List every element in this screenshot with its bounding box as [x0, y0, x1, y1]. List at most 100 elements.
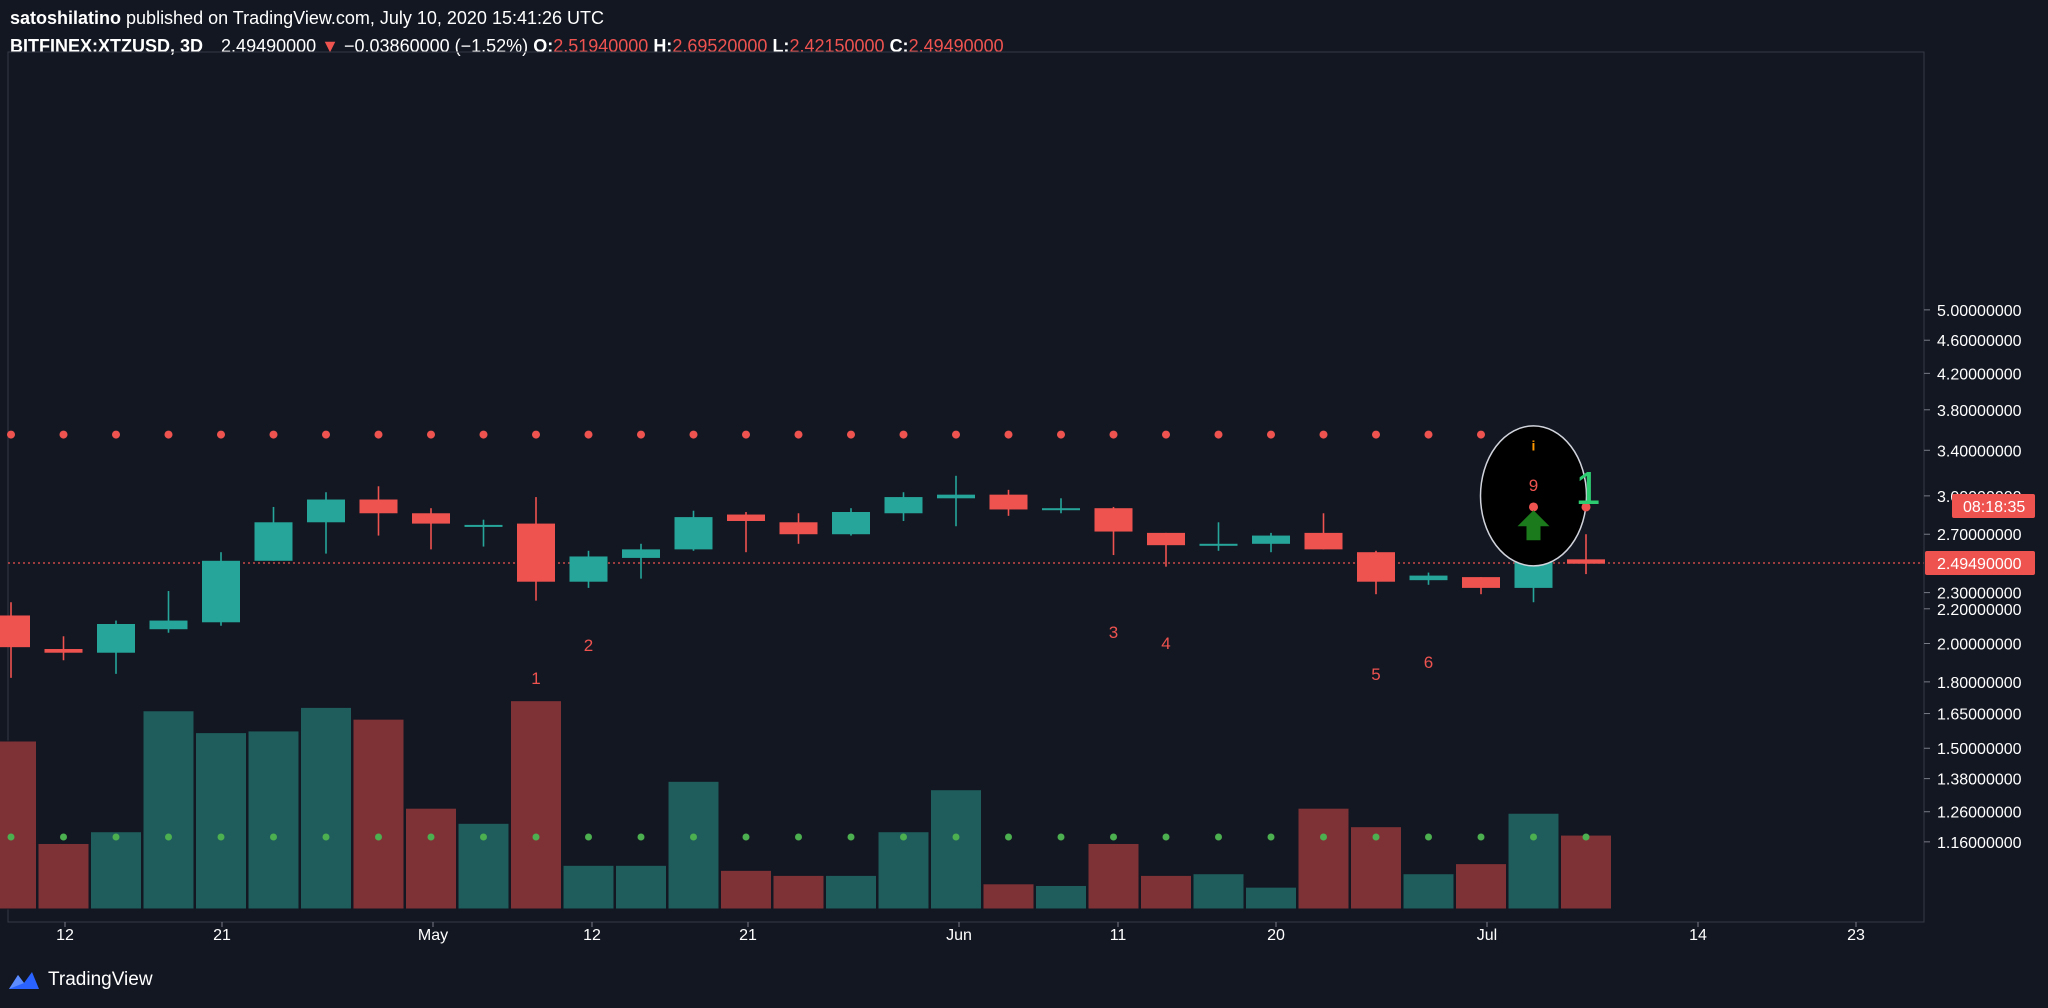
price-change: −0.03860000 (−1.52%)	[344, 36, 529, 56]
volume-signal-dot	[165, 833, 172, 841]
ohlc-line: BITFINEX:XTZUSD, 3D 2.49490000 ▼ −0.0386…	[10, 32, 2040, 60]
resistance-dot	[899, 430, 908, 439]
open-label: O:	[533, 36, 554, 56]
resistance-dot	[1004, 430, 1013, 439]
volume-signal-dot	[1162, 833, 1170, 841]
volume-bar	[195, 732, 247, 910]
volume-signal-dot	[7, 833, 15, 841]
candle-body-down	[1462, 577, 1500, 588]
candle-body-down	[1357, 552, 1395, 582]
volume-signal-dot	[1477, 833, 1485, 841]
volume-bar	[1507, 812, 1560, 910]
volume-bar	[615, 864, 667, 910]
volume-signal-dot	[112, 833, 120, 841]
volume-bar	[1245, 886, 1297, 910]
candle-body-up	[622, 549, 660, 558]
volume-signal-dot	[1320, 833, 1327, 841]
resistance-dot	[164, 430, 173, 439]
open-value: 2.51940000	[553, 36, 649, 56]
td-count-label: 3	[1109, 623, 1118, 642]
volume-signal-dot	[1267, 833, 1275, 841]
volume-signal-dot	[375, 833, 382, 841]
price-tick-label: 4.20000000	[1937, 366, 2022, 383]
resistance-dot	[479, 430, 488, 439]
countdown-badge	[1952, 494, 2035, 518]
high-label: H:	[653, 36, 673, 56]
volume-bar	[300, 706, 352, 910]
price-tick-label: 2.70000000	[1937, 527, 2022, 544]
volume-bar	[825, 874, 877, 910]
resistance-dot	[1319, 430, 1328, 439]
volume-signal-dot	[1530, 833, 1537, 841]
candle-body-down	[727, 514, 765, 521]
tradingview-brand: TradingView	[48, 969, 153, 990]
volume-bar	[1560, 834, 1612, 910]
countdown-label: 08:18:35	[1963, 499, 2025, 516]
candle-body-up	[1252, 535, 1290, 544]
volume-bar	[930, 789, 982, 910]
volume-bar	[982, 883, 1035, 910]
candle-body-down	[44, 649, 83, 653]
resistance-dot	[322, 430, 330, 439]
price-tick-label: 3.40000000	[1937, 443, 2022, 460]
resistance-dot	[374, 430, 383, 439]
resistance-dot	[1267, 430, 1275, 439]
price-tick-label: 1.65000000	[1937, 707, 2022, 724]
volume-signal-dot	[952, 833, 960, 841]
volume-signal-dot	[1215, 833, 1222, 841]
resistance-dot	[7, 430, 15, 439]
resistance-dot	[1477, 430, 1485, 439]
close-label: C:	[889, 36, 909, 56]
resistance-dot	[1424, 430, 1433, 439]
candle-body-down	[359, 499, 398, 514]
volume-bar	[562, 864, 615, 910]
signal-dot	[1581, 502, 1591, 512]
time-tick-label: 14	[1689, 927, 1707, 944]
price-tick-label: 1.26000000	[1937, 805, 2022, 822]
candle-body-up	[569, 556, 608, 582]
candle-body-up	[1199, 543, 1238, 546]
resistance-dot	[689, 430, 698, 439]
volume-bar	[510, 700, 562, 910]
candle-body-down	[1304, 532, 1343, 550]
volume-bar	[1035, 884, 1087, 910]
volume-bar	[0, 740, 37, 910]
symbol-label[interactable]: BITFINEX:XTZUSD, 3D	[10, 36, 204, 56]
candle-body-down	[517, 523, 555, 582]
volume-bar	[877, 831, 930, 910]
last-price-badge	[1925, 550, 2035, 575]
publish-line: satoshilatino published on TradingView.c…	[10, 4, 2040, 32]
candle-body-down	[412, 513, 450, 524]
candle-body-down	[989, 494, 1028, 510]
volume-signal-dot	[690, 833, 697, 841]
volume-signal-dot	[427, 833, 435, 841]
volume-signal-dot	[270, 833, 277, 841]
time-tick-label: Jun	[946, 927, 972, 944]
resistance-dot	[847, 430, 855, 439]
volume-signal-dot	[1582, 833, 1590, 841]
tradingview-footer[interactable]: TradingView	[8, 966, 153, 994]
candle-body-up	[307, 499, 345, 523]
candle-body-up	[884, 497, 923, 514]
volume-signal-dot	[60, 833, 67, 841]
chart-header: satoshilatino published on TradingView.c…	[10, 4, 2040, 60]
time-tick-label: Jul	[1477, 927, 1497, 944]
td-count-label: 6	[1424, 653, 1433, 672]
price-tick-label: 5.00000000	[1937, 303, 2022, 320]
volume-bar	[405, 807, 457, 910]
setup-count-label: 9	[1529, 476, 1538, 495]
volume-signal-dot	[532, 833, 540, 841]
tradingview-logo-icon	[9, 972, 39, 989]
volume-bar	[1087, 842, 1140, 910]
volume-signal-dot	[637, 833, 645, 841]
volume-bar	[142, 710, 195, 910]
low-value: 2.42150000	[789, 36, 885, 56]
candle-body-down	[0, 615, 30, 648]
price-tick-label: 1.38000000	[1937, 772, 2022, 789]
info-marker: i	[1532, 437, 1536, 453]
candle-body-up	[97, 624, 135, 653]
author-name[interactable]: satoshilatino	[10, 8, 122, 28]
setup-dot	[1529, 502, 1538, 512]
signal-count-label: 1	[1575, 462, 1601, 514]
